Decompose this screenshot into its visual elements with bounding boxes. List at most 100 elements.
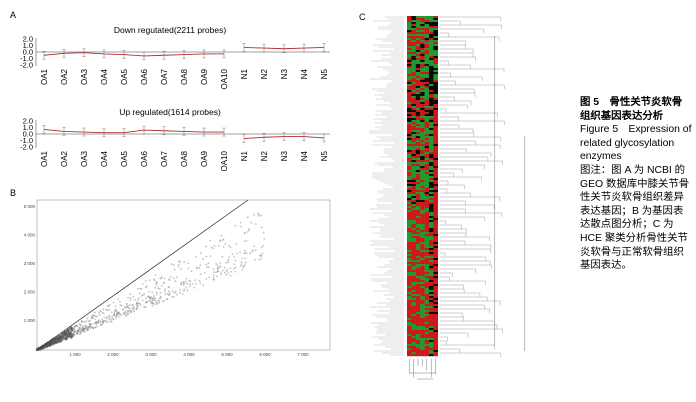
scatter-point (254, 249, 257, 252)
heatmap-cell (411, 200, 416, 203)
heatmap-cell (407, 222, 412, 225)
scatter-point (176, 276, 178, 279)
scatter-point (102, 320, 104, 322)
scatter-point (140, 288, 143, 290)
heatmap-cell (407, 232, 412, 235)
heatmap-cell (415, 112, 421, 115)
heatmap-cell (420, 54, 425, 57)
heatmap-cell (429, 224, 434, 227)
scatter-point (144, 306, 147, 309)
heatmap-cell (407, 126, 412, 129)
heatmap-cell (429, 76, 434, 79)
heatmap-cell (424, 352, 430, 355)
heatmap-cell (429, 54, 434, 57)
heatmap-cell (407, 226, 412, 229)
heatmap-cell (407, 174, 412, 177)
heatmap-cell (411, 298, 416, 301)
heatmap-cell (415, 298, 421, 301)
heatmap-cell (420, 324, 425, 327)
heatmap-cell (433, 120, 438, 123)
heatmap-cell (415, 336, 421, 339)
heatmap-cell (407, 140, 412, 143)
heatmap-cell (411, 142, 416, 145)
scatter-point (126, 309, 129, 312)
scatter-point (134, 299, 136, 301)
heatmap-cell (407, 198, 412, 201)
heatmap-cell (429, 62, 434, 65)
heatmap-cell (420, 310, 425, 313)
heatmap-cell (429, 310, 434, 313)
scatter-point (254, 223, 257, 225)
heatmap-cell (415, 30, 421, 33)
heatmap-cell (429, 164, 434, 167)
heatmap-cell (424, 124, 430, 127)
heatmap-cell (411, 152, 416, 155)
heatmap-cell (424, 126, 430, 129)
series-line-oa (43, 129, 224, 134)
scatter-point (144, 286, 147, 289)
heatmap-cell (424, 136, 430, 139)
heatmap-cell (407, 350, 412, 353)
heatmap-cell (420, 186, 425, 189)
heatmap-cell (415, 220, 421, 223)
heatmap-cell (424, 304, 430, 307)
heatmap-cell (415, 26, 421, 29)
heatmap-cell (433, 216, 438, 219)
scatter-point (102, 312, 105, 315)
heatmap-cell (415, 228, 421, 231)
scatter-point (226, 269, 229, 271)
heatmap-cell (415, 42, 421, 45)
heatmap-cell (415, 274, 421, 277)
heatmap-cell (407, 300, 412, 303)
scatter-point (171, 296, 174, 298)
heatmap-cell (420, 330, 425, 333)
heatmap-cell (433, 140, 438, 143)
heatmap-cell (424, 154, 430, 157)
heatmap-cell (429, 186, 434, 189)
heatmap-cell (407, 336, 412, 339)
figure-caption: 图 5 骨性关节炎软骨组织基因表达分析 Figure 5 Expression … (580, 96, 692, 273)
heatmap-cell (433, 204, 438, 207)
heatmap-cell (429, 262, 434, 265)
heatmap-cell (429, 68, 434, 71)
heatmap-cell (433, 74, 438, 77)
scatter-point (161, 300, 164, 303)
scatter-point (108, 316, 110, 319)
heatmap-cell (433, 20, 438, 23)
heatmap-cell (424, 64, 430, 67)
heatmap-cell (433, 100, 438, 103)
scatter-point (141, 283, 144, 285)
heatmap-cell (429, 38, 434, 41)
scatter-point (146, 285, 148, 288)
x-tick-label: N5 (320, 68, 329, 79)
heatmap-cell (407, 184, 412, 187)
heatmap-cell (415, 218, 421, 221)
heatmap-cell (429, 116, 434, 119)
heatmap-cell (415, 168, 421, 171)
heatmap-cell (411, 254, 416, 257)
heatmap-cell (433, 62, 438, 65)
scatter-point (99, 320, 102, 323)
heatmap-cell (411, 270, 416, 273)
heatmap-cell (433, 194, 438, 197)
heatmap-cell (429, 176, 434, 179)
heatmap-cell (420, 234, 425, 237)
heatmap-cell (415, 166, 421, 169)
heatmap-cell (429, 146, 434, 149)
heatmap-cell (407, 312, 412, 315)
heatmap-cell (429, 256, 434, 259)
heatmap-cell (429, 278, 434, 281)
series-line-oa (43, 52, 224, 57)
heatmap-cell (424, 36, 430, 39)
scatter-point (131, 307, 134, 310)
heatmap-cell (433, 116, 438, 119)
heatmap-cell (411, 98, 416, 101)
heatmap-cell (429, 24, 434, 27)
heatmap-cell (407, 52, 412, 55)
heatmap-cell (433, 78, 438, 81)
heatmap-cell (420, 250, 425, 253)
heatmap-cell (407, 334, 412, 337)
scatter-point (108, 305, 110, 308)
heatmap-cell (433, 16, 438, 19)
heatmap-cell (429, 210, 434, 213)
